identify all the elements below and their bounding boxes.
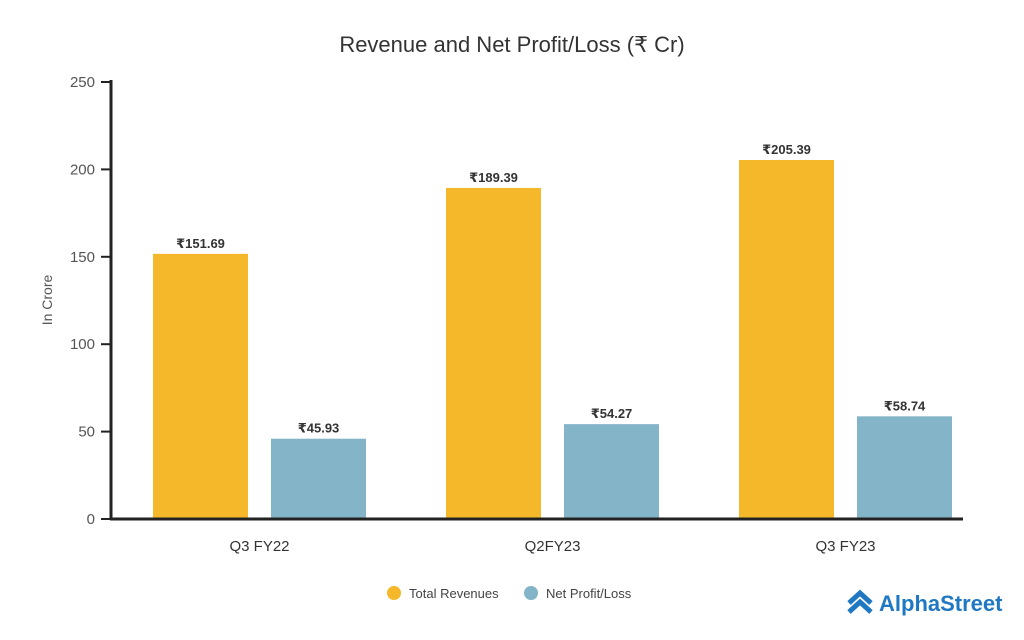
x-category-label: Q2FY23 — [525, 538, 581, 555]
y-tick-label: 200 — [70, 161, 95, 178]
svg-text:AlphaStreet: AlphaStreet — [879, 591, 1003, 616]
data-label: ₹151.69 — [176, 236, 225, 251]
y-tick-label: 150 — [70, 249, 95, 266]
legend-swatch — [524, 586, 538, 600]
alphastreet-logo: AlphaStreet — [847, 589, 1003, 616]
bar-total-revenues-0 — [153, 253, 248, 519]
x-category-label: Q3 FY22 — [229, 538, 289, 555]
y-tick-label: 0 — [87, 511, 95, 528]
legend-label: Net Profit/Loss — [546, 586, 632, 601]
y-tick-label: 50 — [78, 424, 95, 441]
alphastreet-logo-icon — [847, 589, 873, 614]
data-label: ₹205.39 — [762, 142, 811, 157]
y-tick-label: 100 — [70, 336, 95, 353]
data-label: ₹189.39 — [469, 170, 518, 185]
chart-title: Revenue and Net Profit/Loss (₹ Cr) — [339, 32, 684, 57]
bar-net-profit-loss-0 — [271, 438, 366, 519]
bar-net-profit-loss-2 — [857, 416, 952, 519]
data-label: ₹45.93 — [298, 421, 340, 436]
data-label: ₹54.27 — [591, 406, 633, 421]
data-label: ₹58.74 — [884, 398, 926, 413]
legend-label: Total Revenues — [409, 586, 499, 601]
legend-swatch — [387, 586, 401, 600]
bar-net-profit-loss-1 — [564, 424, 659, 519]
bar-total-revenues-2 — [739, 159, 834, 520]
y-axis-label: In Crore — [39, 275, 55, 326]
x-category-label: Q3 FY23 — [815, 538, 875, 555]
bar-total-revenues-1 — [446, 187, 541, 519]
y-tick-label: 250 — [70, 74, 95, 91]
